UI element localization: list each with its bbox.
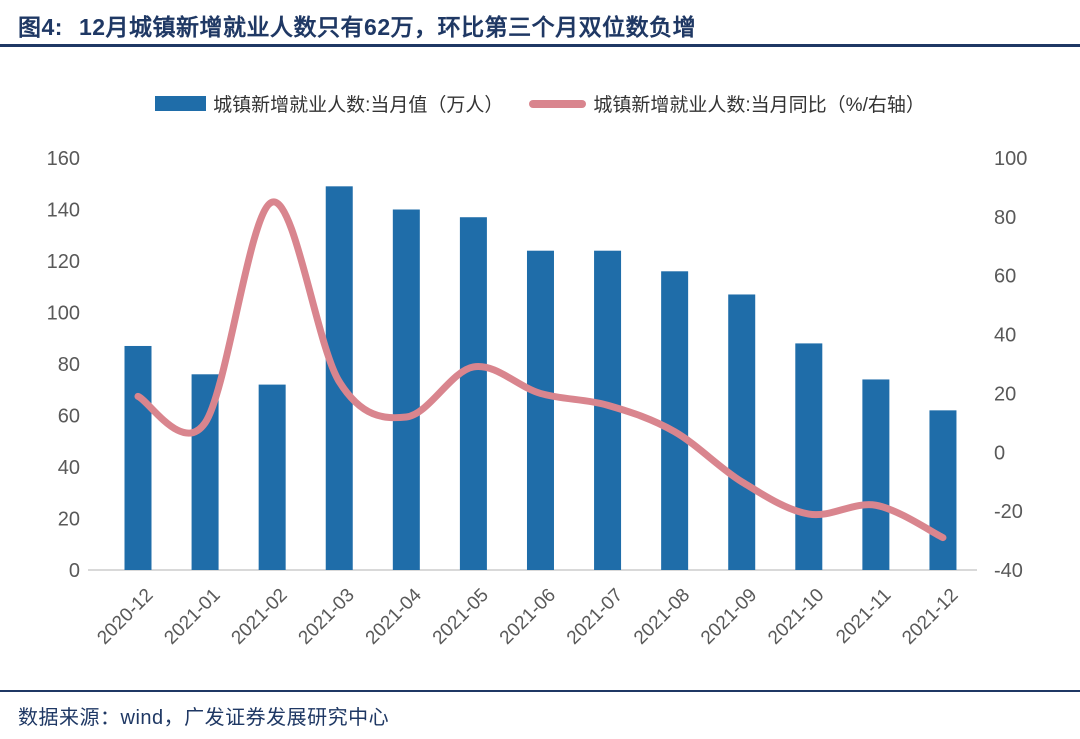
left-axis-tick: 160 <box>47 148 80 170</box>
data-source: 数据来源：wind，广发证券发展研究中心 <box>18 707 390 729</box>
right-axis-tick: 20 <box>994 383 1016 405</box>
x-axis-tick: 2021-10 <box>764 585 828 649</box>
left-axis-tick: 0 <box>69 560 80 582</box>
left-axis-tick: 80 <box>58 354 80 376</box>
bar-2021-09 <box>728 294 756 570</box>
x-axis-tick: 2021-09 <box>697 585 761 649</box>
bar-2021-04 <box>392 209 420 570</box>
x-axis-tick: 2020-12 <box>93 585 157 649</box>
x-axis-tick: 2021-04 <box>362 584 426 648</box>
left-axis-tick: 100 <box>47 303 80 325</box>
x-axis-tick: 2021-03 <box>295 585 359 649</box>
x-axis-tick: 2021-02 <box>228 585 292 649</box>
figure-title-text: 12月城镇新增就业人数只有62万，环比第三个月双位数负增 <box>78 14 697 40</box>
left-axis-tick: 40 <box>58 457 80 479</box>
right-axis-tick: 0 <box>994 442 1005 464</box>
x-axis-tick: 2021-01 <box>160 585 224 649</box>
x-axis-tick: 2021-05 <box>429 585 493 649</box>
bar-2021-08 <box>661 271 689 570</box>
legend-line-label: 城镇新增就业人数:当月同比（%/右轴） <box>593 95 925 116</box>
bar-2021-06 <box>526 250 554 570</box>
left-axis-tick: 140 <box>47 200 80 222</box>
line-series-swatch <box>529 99 587 108</box>
figure-title: 图4: 12月城镇新增就业人数只有62万，环比第三个月双位数负增 <box>18 8 1080 42</box>
right-axis-tick: 80 <box>994 207 1016 229</box>
title-divider <box>0 44 1080 47</box>
bar-2021-10 <box>795 343 823 570</box>
bar-2020-12 <box>124 345 152 570</box>
left-axis-tick: 20 <box>58 509 80 531</box>
right-axis-tick: 40 <box>994 325 1016 347</box>
chart-legend: 城镇新增就业人数:当月值（万人） 城镇新增就业人数:当月同比（%/右轴） <box>0 90 1080 117</box>
x-axis-tick: 2021-11 <box>832 585 895 648</box>
legend-item-bars: 城镇新增就业人数:当月值（万人） <box>155 90 503 117</box>
bar-2021-12 <box>929 410 957 570</box>
x-axis-tick: 2021-06 <box>496 585 560 649</box>
left-axis-tick: 120 <box>47 251 80 273</box>
figure-number: 图4: <box>18 14 63 40</box>
bar-2021-11 <box>862 379 890 570</box>
legend-item-line: 城镇新增就业人数:当月同比（%/右轴） <box>529 90 925 117</box>
yoy-line <box>134 198 947 542</box>
left-axis-tick: 60 <box>58 406 80 428</box>
bar-2021-02 <box>258 384 286 570</box>
right-axis-tick: 100 <box>994 148 1027 170</box>
right-axis-tick: 60 <box>994 266 1016 288</box>
legend-bar-label: 城镇新增就业人数:当月值（万人） <box>213 95 504 116</box>
bar-2021-05 <box>459 217 487 570</box>
chart-canvas: 0 20 40 60 80 100 120 140 160 -40 -20 0 20 40 60 80 100 2… <box>47 148 1028 649</box>
right-axis-tick: -40 <box>994 560 1023 582</box>
x-axis-tick: 2021-08 <box>630 585 694 649</box>
bar-series-swatch <box>155 96 207 111</box>
footer-divider <box>0 690 1080 692</box>
right-axis-tick: -20 <box>994 501 1023 523</box>
x-axis-tick: 2021-12 <box>898 585 962 649</box>
x-axis-tick: 2021-07 <box>563 585 627 649</box>
